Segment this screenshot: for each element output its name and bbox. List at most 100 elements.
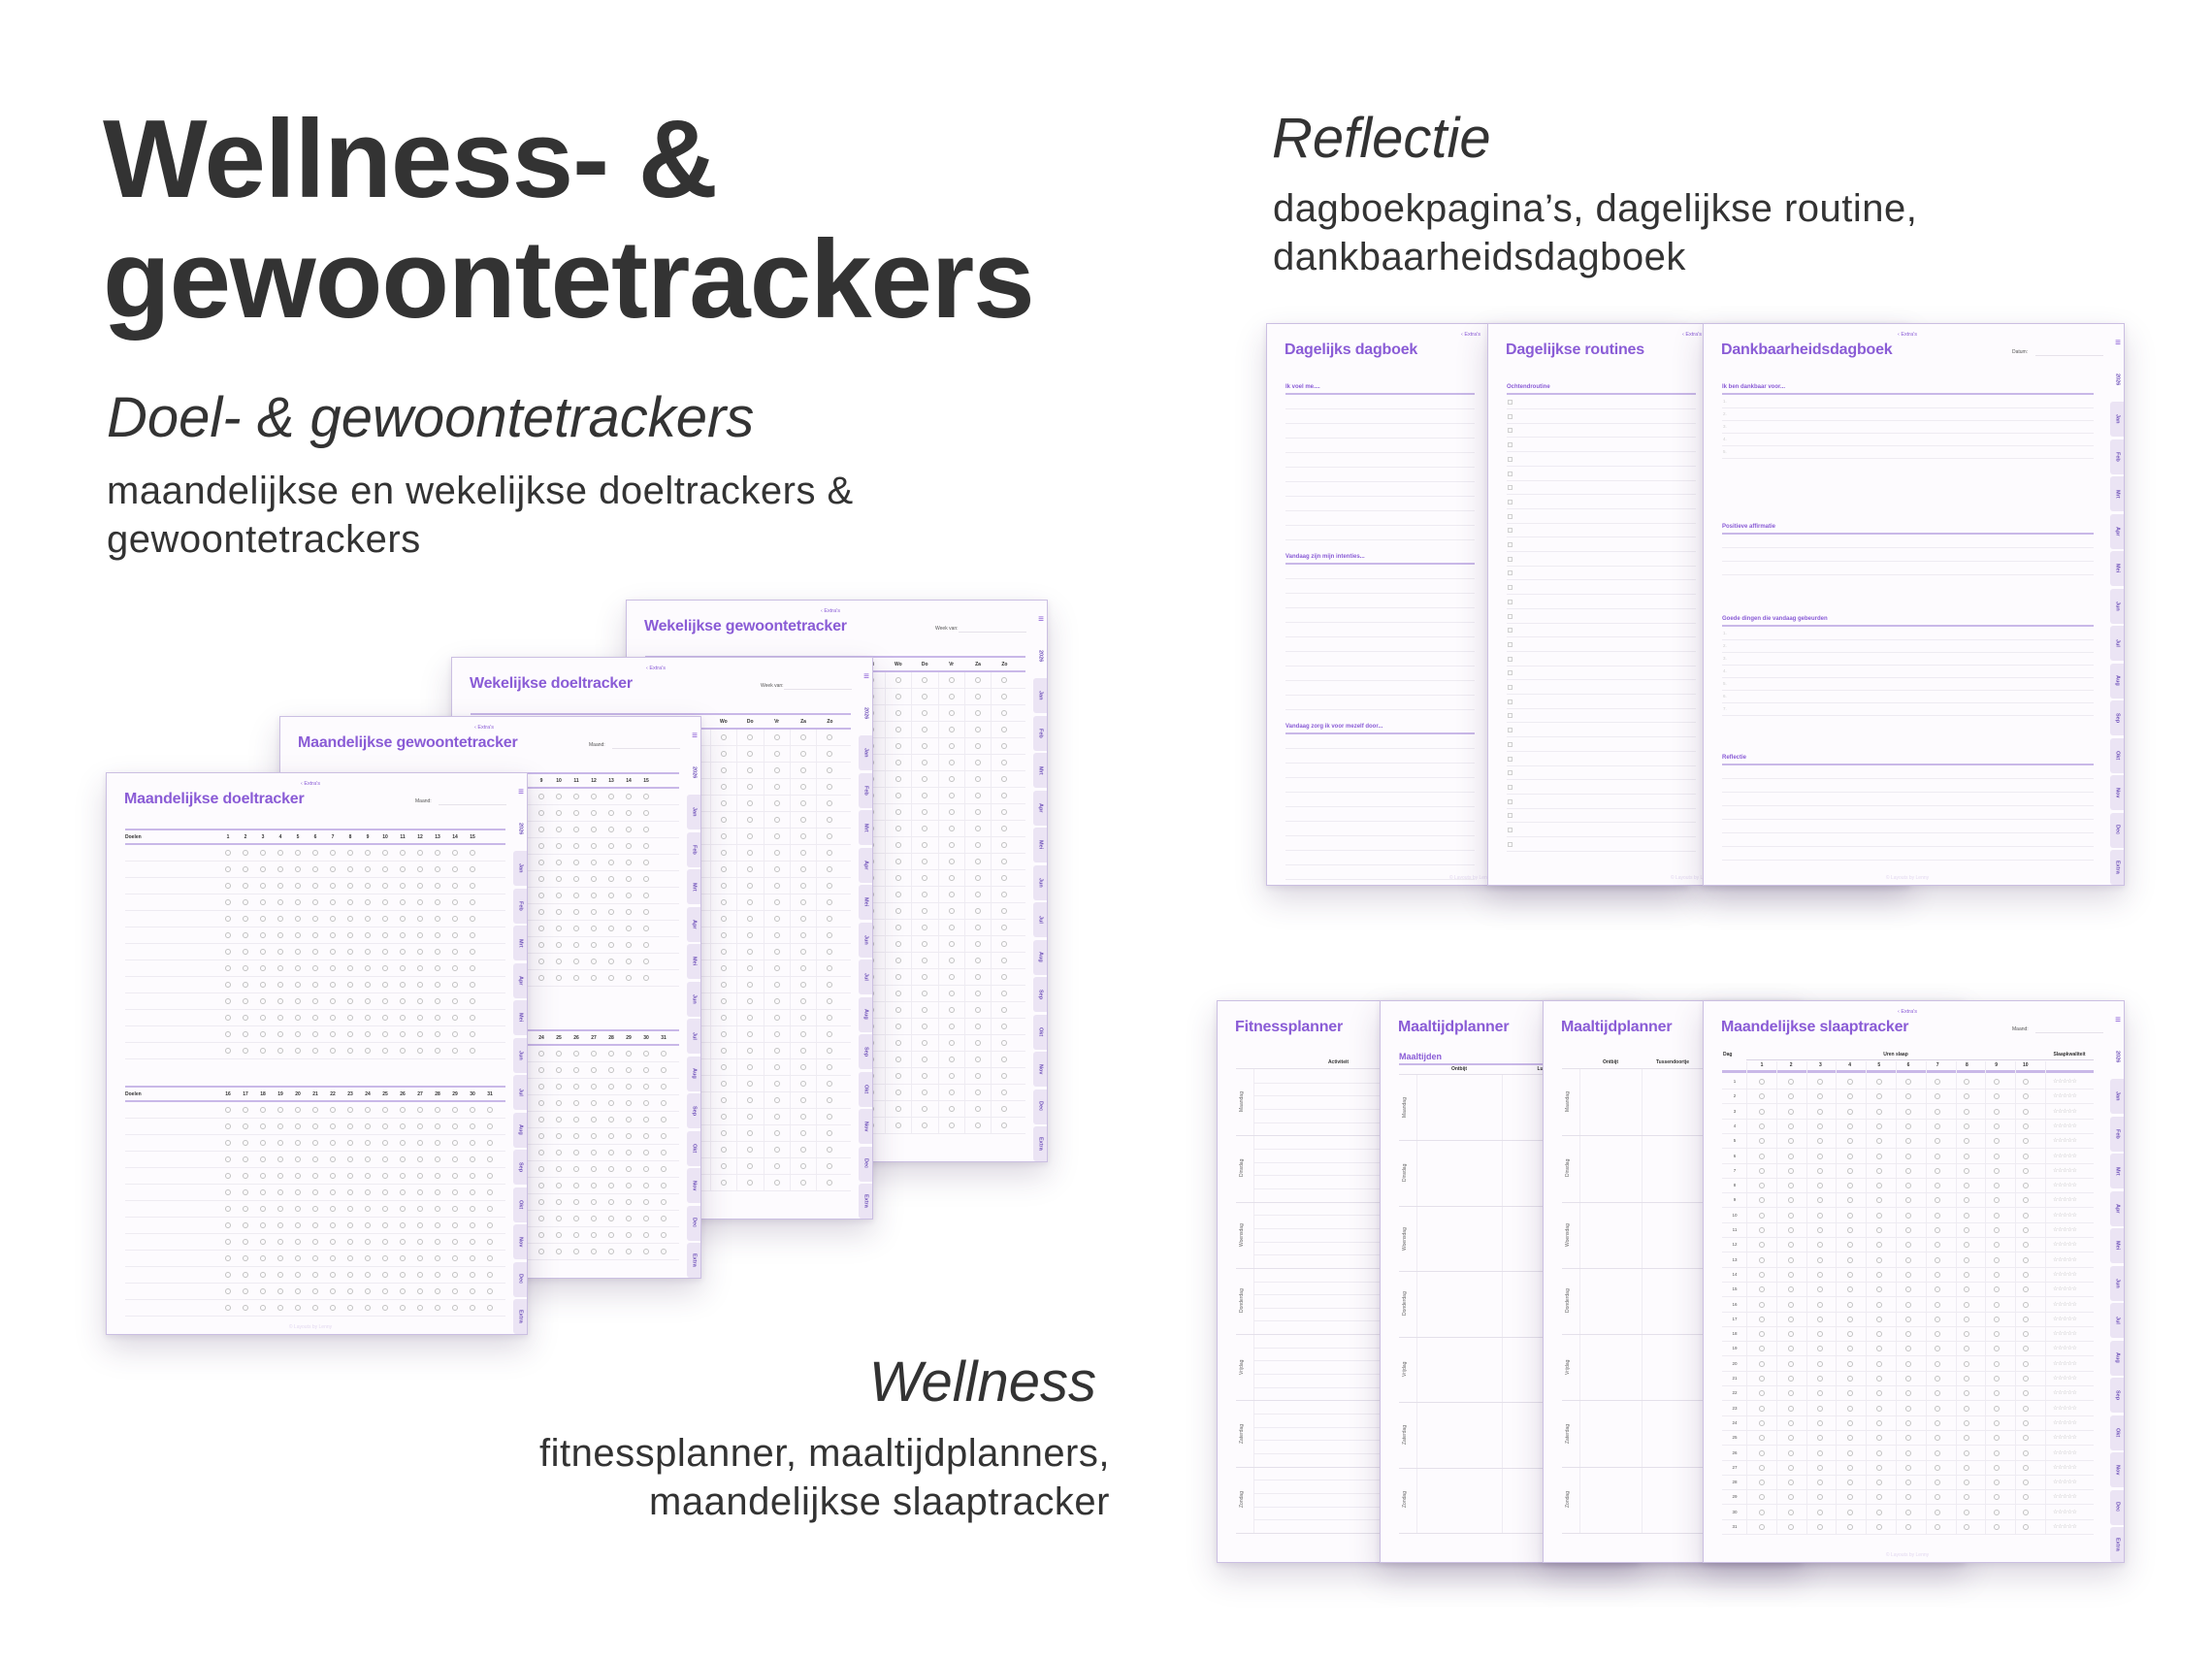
checkbox-circle[interactable] [975,743,981,749]
checkbox-circle[interactable] [260,1031,266,1037]
checkbox-circle[interactable] [1001,1007,1008,1013]
checkbox-circle[interactable] [435,1107,440,1113]
checkbox-circle[interactable] [382,866,388,872]
sleep-hour-circle[interactable] [1875,1494,1882,1501]
checkbox-circle[interactable] [895,958,901,963]
checkbox-circle[interactable] [800,817,806,823]
checkbox-circle[interactable] [773,1031,780,1037]
checkbox-circle[interactable] [365,1123,371,1129]
checkbox-circle[interactable] [1001,859,1008,864]
tab-apr[interactable]: Apr [687,906,700,942]
sleep-hour-circle[interactable] [1817,1405,1824,1412]
checkbox-circle[interactable] [895,809,901,815]
sleep-hour-circle[interactable] [1905,1093,1911,1100]
checkbox-circle[interactable] [573,1199,579,1205]
checkbox-circle[interactable] [435,1031,440,1037]
checkbox-circle[interactable] [948,743,955,749]
sleep-hour-circle[interactable] [1759,1360,1765,1367]
checkbox-circle[interactable] [295,866,301,872]
sleep-hour-circle[interactable] [1788,1079,1795,1085]
sleep-hour-circle[interactable] [1788,1464,1795,1471]
checkbox-circle[interactable] [773,1048,780,1054]
checkbox-circle[interactable] [773,817,780,823]
checkbox-circle[interactable] [556,1067,562,1073]
checkbox-circle[interactable] [452,899,458,905]
checkbox-circle[interactable] [773,1114,780,1120]
checkbox-circle[interactable] [382,982,388,988]
checkbox-circle[interactable] [470,982,475,988]
tab-year[interactable]: 2026 [859,695,872,732]
tab-dec[interactable]: Dec [2110,812,2124,848]
checkbox-circle[interactable] [747,1180,754,1186]
checkbox-circle[interactable] [417,1288,423,1294]
checkbox-circle[interactable] [556,1249,562,1254]
sleep-hour-circle[interactable] [1759,1480,1765,1486]
sleep-hour-circle[interactable] [1846,1376,1853,1382]
checkbox-circle[interactable] [800,1064,806,1070]
sleep-hour-circle[interactable] [1788,1301,1795,1308]
checkbox-circle[interactable] [365,1140,371,1146]
checkbox-circle[interactable] [243,1015,248,1021]
sleep-hour-circle[interactable] [1875,1242,1882,1249]
sleep-hour-circle[interactable] [2022,1509,2029,1515]
back-link-extras[interactable]: ‹ Extra's [821,608,840,614]
sleep-hour-circle[interactable] [1846,1153,1853,1159]
checkbox-circle[interactable] [948,1122,955,1128]
sleep-hour-circle[interactable] [1788,1286,1795,1293]
tab-year[interactable]: 2026 [687,754,700,791]
checkbox-circle[interactable] [591,827,597,832]
checkbox-circle[interactable] [975,1057,981,1062]
checkbox-circle[interactable] [975,958,981,963]
tab-jul[interactable]: Jul [859,960,872,994]
tab-sep[interactable]: Sep [2110,1378,2124,1413]
checkbox-circle[interactable] [591,1051,597,1057]
checkbox-circle[interactable] [365,982,371,988]
checkbox-circle[interactable] [330,916,336,922]
sleep-hour-circle[interactable] [1875,1405,1882,1412]
sleep-hour-circle[interactable] [1935,1435,1941,1442]
checkbox-circle[interactable] [277,1222,283,1228]
sleep-hour-circle[interactable] [1905,1301,1911,1308]
checkbox-circle[interactable] [277,965,283,971]
checkbox-circle[interactable] [720,866,727,872]
checkbox-circle[interactable] [773,932,780,938]
checkbox-circle[interactable] [347,949,353,955]
checkbox-circle[interactable] [295,1140,301,1146]
checkbox-circle[interactable] [747,866,754,872]
checkbox-circle[interactable] [225,1206,231,1212]
checkbox-circle[interactable] [295,1272,301,1278]
checkbox-circle[interactable] [975,776,981,782]
checkbox-circle[interactable] [773,784,780,790]
checkbox-circle[interactable] [435,949,440,955]
tab-extra[interactable]: Extra [687,1243,700,1278]
checkbox-circle[interactable] [720,1163,727,1169]
checkbox-circle[interactable] [435,1255,440,1261]
checkbox-circle[interactable] [400,1048,406,1054]
checkbox-circle[interactable] [243,1140,248,1146]
sleep-hour-circle[interactable] [2022,1301,2029,1308]
sleep-hour-circle[interactable] [1993,1138,2000,1145]
checkbox-circle[interactable] [591,1166,597,1172]
sleep-hour-circle[interactable] [1846,1494,1853,1501]
checkbox-circle[interactable] [330,1206,336,1212]
checkbox-circle[interactable] [417,1305,423,1311]
sleep-hour-circle[interactable] [1817,1079,1824,1085]
checkbox-circle[interactable] [365,850,371,856]
checkbox-circle[interactable] [260,1288,266,1294]
sleep-quality-stars[interactable]: ☆☆☆☆☆ [2053,1197,2077,1204]
checkbox-circle[interactable] [243,1107,248,1113]
checkbox-circle[interactable] [948,793,955,798]
checkbox-circle[interactable] [260,1015,266,1021]
checkbox-circle[interactable] [608,1067,614,1073]
checkbox-circle[interactable] [626,843,632,849]
checkbox-circle[interactable] [800,883,806,889]
checkbox-circle[interactable] [365,866,371,872]
checkbox-circle[interactable] [347,1288,353,1294]
checkbox-circle[interactable] [573,1183,579,1188]
checkbox-circle[interactable] [312,1255,318,1261]
checkbox-circle[interactable] [643,1199,649,1205]
checkbox-circle[interactable] [773,751,780,757]
checkbox-circle[interactable] [260,998,266,1004]
checkbox-circle[interactable] [800,1048,806,1054]
sleep-hour-circle[interactable] [1875,1197,1882,1204]
